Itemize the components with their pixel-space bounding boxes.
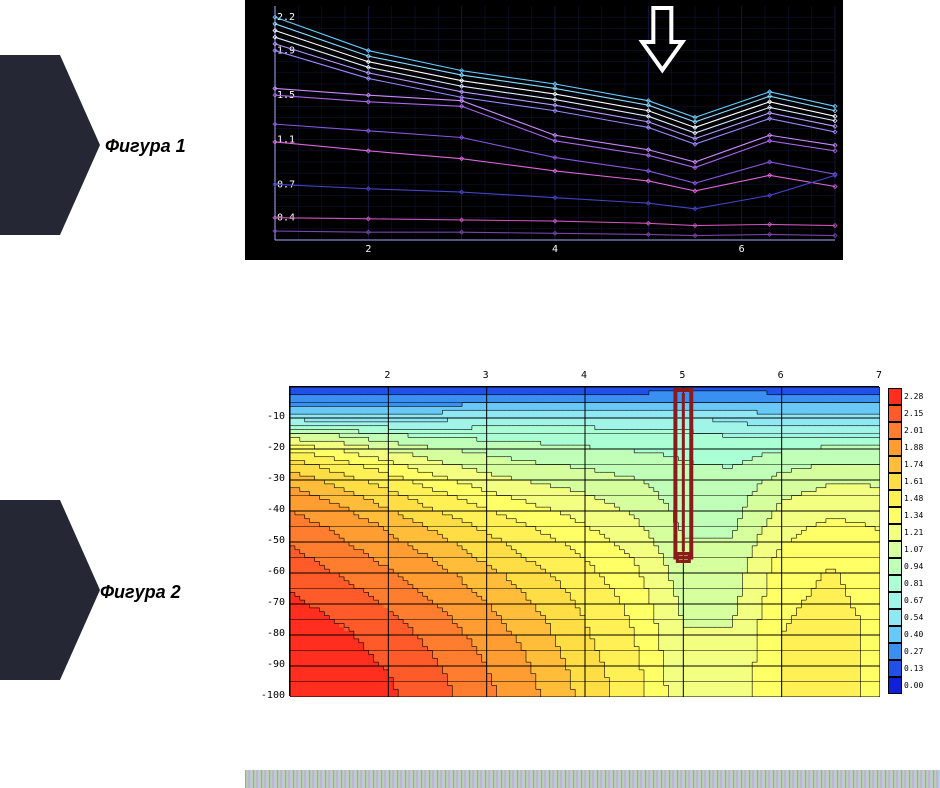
chevron-decoration-1: [0, 55, 60, 235]
noise-strip: [245, 770, 940, 788]
svg-text:4: 4: [552, 244, 558, 255]
figure-1-label: Фигура 1: [105, 136, 186, 157]
heatmap-chart: 234567 -10-20-30-40-50-60-70-80-90-100 2…: [245, 358, 940, 728]
figure-2-label: Фигура 2: [100, 582, 181, 603]
chevron-decoration-2: [0, 500, 60, 680]
heatmap-legend: 2.282.152.011.881.741.611.481.341.211.07…: [888, 388, 940, 698]
heatmap-canvas: [289, 386, 879, 696]
svg-text:2: 2: [365, 244, 371, 255]
heatmap-svg: [290, 387, 880, 697]
svg-text:6: 6: [739, 244, 745, 255]
line-chart: 0.40.71.11.51.92.2246: [245, 0, 843, 260]
line-chart-svg: 0.40.71.11.51.92.2246: [245, 0, 843, 260]
